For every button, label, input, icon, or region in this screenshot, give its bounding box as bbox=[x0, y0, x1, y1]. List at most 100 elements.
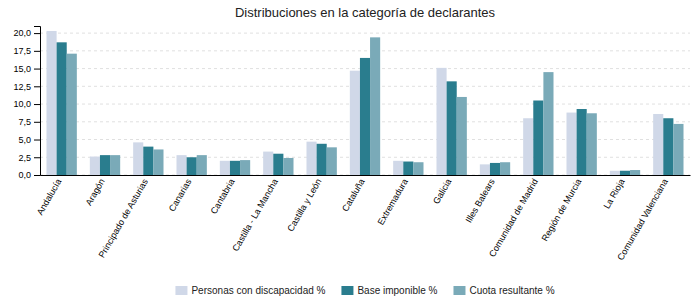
y-tick-mark bbox=[34, 51, 40, 52]
y-tick: 17,5 bbox=[13, 46, 40, 56]
x-tick: Región de Murcia bbox=[539, 177, 583, 243]
y-tick-mark bbox=[34, 69, 40, 70]
bar bbox=[490, 163, 500, 175]
x-tick: Castilla - La Mancha bbox=[230, 177, 280, 253]
y-tick: 15,0 bbox=[13, 64, 40, 74]
legend-item: Base imponible % bbox=[341, 285, 437, 296]
legend: Personas con discapacidad %Base imponibl… bbox=[175, 285, 554, 296]
bar bbox=[230, 161, 240, 175]
bar bbox=[307, 142, 317, 175]
bar bbox=[370, 37, 380, 175]
bar bbox=[673, 124, 683, 175]
legend-swatch bbox=[175, 286, 187, 295]
bar bbox=[100, 155, 110, 175]
bar-series bbox=[57, 42, 674, 175]
bar bbox=[457, 97, 467, 175]
legend-item: Cuota resultante % bbox=[453, 285, 554, 296]
y-tick: 12,5 bbox=[13, 82, 40, 92]
bar bbox=[620, 171, 630, 175]
x-tick-label: Canarias bbox=[167, 177, 194, 214]
bar bbox=[663, 118, 673, 175]
y-tick-label: 20,0 bbox=[13, 28, 31, 38]
x-tick: Andalucía bbox=[35, 177, 64, 217]
bar bbox=[47, 31, 57, 175]
bar bbox=[413, 162, 423, 175]
bar-series bbox=[67, 37, 684, 175]
y-tick-label: 10,0 bbox=[13, 99, 31, 109]
y-tick: 0,0 bbox=[18, 170, 40, 180]
bar bbox=[240, 160, 250, 175]
bar bbox=[403, 162, 413, 175]
bar bbox=[533, 101, 543, 176]
x-tick: Aragón bbox=[84, 177, 107, 207]
bar bbox=[437, 68, 447, 175]
x-tick-label: La Rioja bbox=[602, 177, 627, 211]
y-axis-line bbox=[34, 27, 41, 176]
bar bbox=[197, 155, 207, 175]
y-tick: 2,5 bbox=[18, 153, 40, 163]
legend-label: Base imponible % bbox=[357, 285, 437, 296]
y-tick-label: 0,0 bbox=[18, 170, 31, 180]
bar bbox=[500, 162, 510, 175]
legend-swatch bbox=[453, 286, 465, 295]
bar bbox=[67, 54, 77, 175]
y-tick-mark bbox=[34, 140, 40, 141]
bar bbox=[273, 154, 283, 175]
x-axis: Andalucía AragónPrincipado de Asturias Can… bbox=[35, 176, 691, 263]
x-tick-label: Illes Balears bbox=[464, 177, 497, 225]
legend-label: Cuota resultante % bbox=[469, 285, 554, 296]
y-tick: 20,0 bbox=[13, 28, 40, 38]
plot: 0,0 2,5 5,0 7,5 10,0 12,5 15,0 17,5 20,0 Andalucí… bbox=[13, 27, 690, 263]
x-tick-label: Galicia bbox=[431, 177, 453, 206]
x-tick-label: Comunidad de Madrid bbox=[487, 177, 540, 259]
bar bbox=[177, 155, 187, 175]
y-tick-mark bbox=[34, 122, 40, 123]
x-tick: La Rioja bbox=[602, 177, 627, 211]
x-tick-label: Comunidad Valenciana bbox=[615, 177, 670, 262]
bar bbox=[360, 58, 370, 175]
bar bbox=[110, 155, 120, 175]
x-tick: Castilla y León bbox=[285, 177, 323, 233]
bar bbox=[447, 81, 457, 175]
x-tick: Comunidad Valenciana bbox=[615, 177, 670, 262]
x-tick: Principado de Asturias bbox=[97, 177, 151, 260]
bar bbox=[480, 164, 490, 175]
x-tick-label: Cataluña bbox=[340, 177, 367, 213]
x-tick: Illes Balears bbox=[464, 177, 497, 225]
x-tick: Canarias bbox=[167, 177, 194, 214]
bar bbox=[57, 42, 67, 175]
y-tick-label: 5,0 bbox=[18, 135, 31, 145]
bar bbox=[587, 113, 597, 175]
y-tick-mark bbox=[34, 157, 40, 158]
y-tick: 10,0 bbox=[13, 99, 40, 109]
title: Distribuciones en la categoría de declar… bbox=[235, 5, 496, 20]
x-tick-label: Cantabria bbox=[209, 177, 237, 216]
y-tick-label: 17,5 bbox=[13, 46, 31, 56]
y-tick-mark bbox=[34, 33, 40, 34]
bar bbox=[567, 113, 577, 175]
x-axis-line bbox=[41, 175, 691, 176]
y-tick-label: 7,5 bbox=[18, 117, 31, 127]
bar bbox=[350, 71, 360, 175]
bar bbox=[610, 171, 620, 175]
y-tick-label: 2,5 bbox=[18, 153, 31, 163]
x-tick-label: Castilla - La Mancha bbox=[230, 177, 280, 253]
x-tick-label: Andalucía bbox=[35, 177, 64, 217]
grid-line bbox=[40, 33, 690, 34]
bar bbox=[283, 158, 293, 175]
bar bbox=[653, 114, 663, 175]
chart: Distribuciones en la categoría de declar… bbox=[0, 0, 700, 300]
bar-series bbox=[47, 31, 664, 175]
bar bbox=[317, 144, 327, 175]
bar bbox=[133, 142, 143, 175]
grid-line bbox=[40, 50, 690, 51]
x-tick: Cataluña bbox=[340, 177, 367, 213]
bar bbox=[630, 170, 640, 175]
y-tick-mark bbox=[34, 104, 40, 105]
bar bbox=[577, 109, 587, 175]
y-axis: 0,0 2,5 5,0 7,5 10,0 12,5 15,0 17,5 20,0 bbox=[13, 27, 40, 181]
y-tick-label: 12,5 bbox=[13, 82, 31, 92]
x-tick-label: Extremadura bbox=[376, 177, 410, 227]
bar bbox=[543, 72, 553, 175]
bar bbox=[220, 161, 230, 175]
